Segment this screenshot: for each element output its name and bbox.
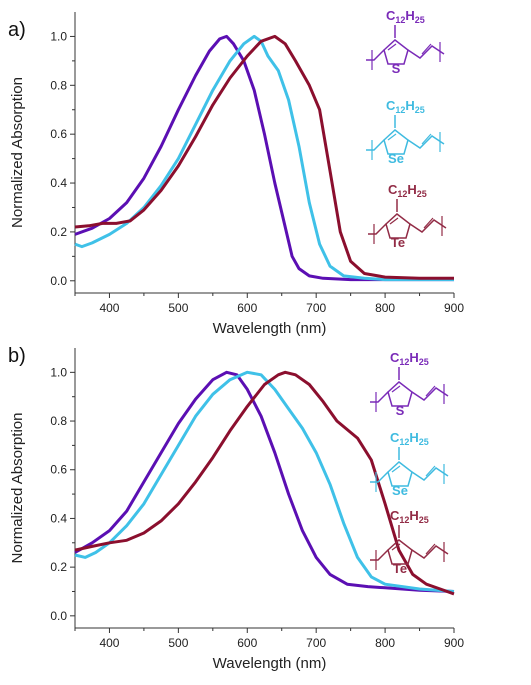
series-line-2 [74,34,454,282]
substituent-label: C12H25 [388,182,427,199]
x-tick-label: 500 [168,636,188,650]
x-tick-label: 900 [444,301,464,315]
x-tick-label: 700 [306,301,326,315]
x-tick-label: 800 [375,636,395,650]
panel-label: b) [8,345,26,367]
y-tick-label: 0.2 [50,560,67,574]
x-tick-label: 400 [99,301,119,315]
x-tick-label: 600 [237,301,257,315]
y-tick-label: 0.0 [50,274,67,288]
y-tick-label: 0.6 [50,127,67,141]
heteroatom-label: Te [393,561,407,576]
substituent-label: C12H25 [386,8,425,25]
y-tick-label: 1.0 [50,29,67,43]
x-tick-label: 700 [306,636,326,650]
y-tick-label: 1.0 [50,365,67,379]
y-tick-label: 0.6 [50,463,67,477]
substituent-label: C12H25 [390,350,429,367]
monomer-structure-s: C12H25 S [370,350,449,418]
monomer-structure-te: C12H25 Te [368,182,447,250]
series-line-1 [74,370,455,593]
x-tick-label: 400 [99,636,119,650]
heteroatom-label: S [392,61,401,76]
monomer-structure-se: C12H25 Se [366,98,445,166]
substituent-label: C12H25 [390,508,429,525]
x-axis-title: Wavelength (nm) [213,655,327,672]
monomer-structure-s: C12H25 S [366,8,445,76]
y-axis-title: Normalized Absorption [9,413,26,564]
monomer-structure-se: C12H25 Se [370,430,449,498]
x-tick-label: 800 [375,301,395,315]
y-axis-title: Normalized Absorption [9,77,26,228]
y-tick-label: 0.4 [50,176,67,190]
monomer-structure-te: C12H25 Te [370,508,449,576]
x-tick-label: 900 [444,636,464,650]
heteroatom-label: Se [392,483,408,498]
x-tick-label: 500 [168,301,188,315]
heteroatom-label: S [396,403,405,418]
y-tick-label: 0.8 [50,414,67,428]
substituent-label: C12H25 [390,430,429,447]
substituent-label: C12H25 [386,98,425,115]
y-tick-label: 0.8 [50,78,67,92]
y-tick-label: 0.4 [50,511,67,525]
series-line-3 [74,34,454,280]
chart-panel-1: 400 500 600 700 800 900 0.0 0.2 0.4 0.6 0.8 1.0 Wave… [8,12,464,337]
y-tick-label: 0.0 [50,609,67,623]
y-tick-label: 0.2 [50,225,67,239]
x-tick-label: 600 [237,636,257,650]
chart-panel-2: 400 500 600 700 800 900 0.0 0.2 0.4 0.6 0.8 1.0 Wave… [8,345,464,672]
panel-label: a) [8,19,26,41]
series-line-2 [74,370,455,593]
heteroatom-label: Te [391,235,405,250]
x-axis-title: Wavelength (nm) [213,320,327,337]
heteroatom-label: Se [388,151,404,166]
